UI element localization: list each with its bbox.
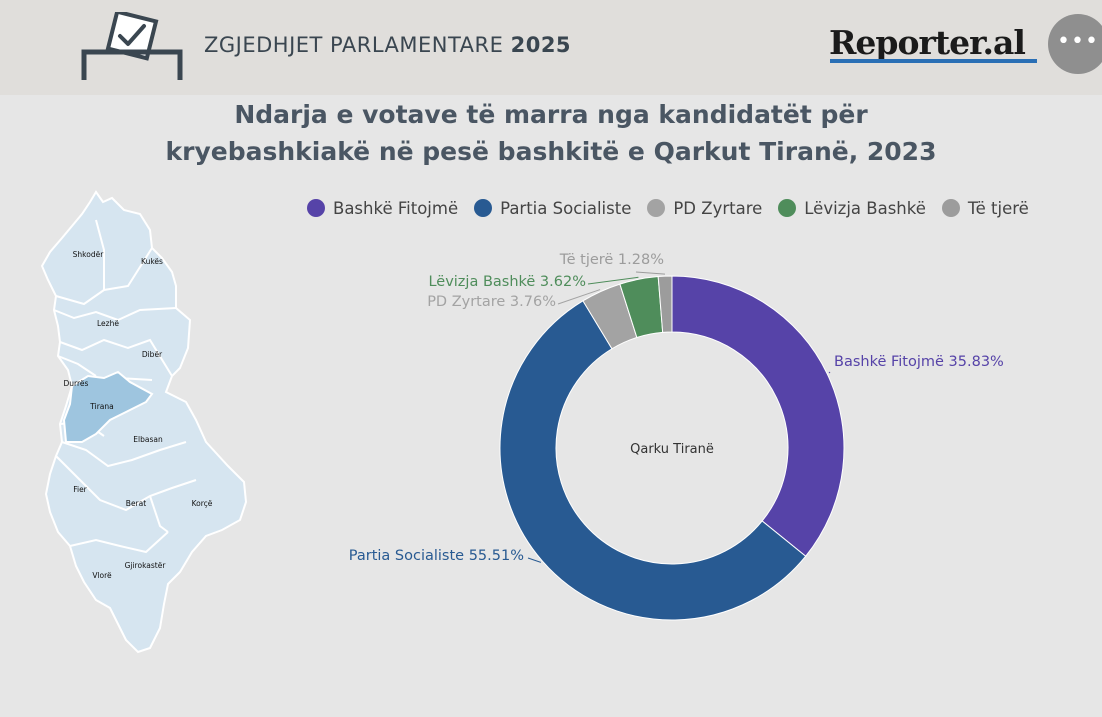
- donut-chart: Bashkë Fitojmë 35.83% Partia Socialiste 5…: [349, 252, 1004, 621]
- legend-label: PD Zyrtare: [673, 198, 763, 218]
- data-label: Të tjerë 1.28%: [559, 252, 664, 268]
- donut-slice[interactable]: [657, 275, 673, 333]
- leader-line: [828, 371, 831, 374]
- map-region-label: Gjirokastër: [125, 561, 167, 570]
- legend-item[interactable]: Partia Socialiste: [474, 199, 631, 218]
- map-region-label: Fier: [73, 485, 87, 494]
- map-region-label: Shkodër: [73, 250, 105, 259]
- more-options-button[interactable]: •••: [1048, 14, 1102, 74]
- chart-title-line-1: Ndarja e votave të marra nga kandidatët …: [234, 100, 868, 129]
- header: ZGJEDHJET PARLAMENTARE 2025 Reporter.al …: [0, 0, 1102, 95]
- map-region-label: Dibër: [142, 350, 163, 359]
- map-region-label: Korçë: [192, 499, 213, 508]
- albania-map: Shkodër Kukës Lezhë Dibër Durrës Tirana Elbasa…: [40, 190, 248, 654]
- legend-item[interactable]: Bashkë Fitojmë: [307, 199, 458, 218]
- legend-item[interactable]: PD Zyrtare: [647, 199, 762, 218]
- legend-label: Partia Socialiste: [500, 198, 632, 218]
- map-region-label: Berat: [126, 499, 146, 508]
- reporter-logo[interactable]: Reporter.al: [829, 23, 1026, 62]
- map-region-label: Lezhë: [97, 319, 119, 328]
- map-region-border: [69, 531, 169, 554]
- map-region-border: [95, 219, 105, 290]
- map-region-border: [57, 355, 97, 377]
- map-region-label: Kukës: [141, 257, 163, 266]
- legend-swatch: [474, 199, 493, 217]
- legend-swatch: [778, 199, 797, 217]
- legend-label: Të tjerë: [967, 198, 1029, 218]
- chart-legend: Bashkë Fitojmë Partia Socialiste PD Zyrtar…: [307, 196, 1045, 220]
- legend-item[interactable]: Të tjerë: [941, 198, 1029, 218]
- donut-slice[interactable]: [671, 275, 845, 557]
- donut-slice[interactable]: [499, 300, 807, 621]
- leader-line: [587, 276, 639, 285]
- map-region-label: Durrës: [64, 379, 89, 388]
- map-region-label: Elbasan: [133, 435, 163, 444]
- data-label: PD Zyrtare 3.76%: [427, 294, 556, 310]
- map-region-highlighted[interactable]: [62, 370, 154, 443]
- map-country-outline: [40, 190, 248, 654]
- data-label: Lëvizja Bashkë 3.62%: [428, 274, 586, 290]
- leader-line: [557, 289, 601, 305]
- map-region-border: [53, 307, 177, 322]
- map-region-label: Tirana: [89, 402, 113, 411]
- chart-title-line-2: kryebashkiakë në pesë bashkitë e Qarkut …: [165, 137, 937, 166]
- legend-swatch: [647, 199, 666, 217]
- donut-center-label: Qarku Tiranë: [630, 442, 714, 457]
- map-region-border: [149, 495, 169, 533]
- data-label: Bashkë Fitojmë 35.83%: [834, 354, 1004, 370]
- map-region-border: [55, 455, 197, 512]
- header-title: ZGJEDHJET PARLAMENTARE 2025: [204, 33, 572, 57]
- map-region-label: Vlorë: [92, 571, 112, 580]
- leader-line: [635, 271, 666, 275]
- logo-underline: [830, 59, 1037, 63]
- map-region-border: [59, 338, 173, 377]
- legend-item[interactable]: Lëvizja Bashkë: [778, 199, 926, 218]
- map-region-border: [61, 441, 187, 468]
- data-label: Partia Socialiste 55.51%: [349, 548, 524, 564]
- legend-swatch: [941, 199, 960, 217]
- legend-label: Lëvizja Bashkë: [804, 198, 926, 218]
- ballot-box-icon: [81, 12, 183, 80]
- leader-line: [527, 557, 542, 563]
- legend-label: Bashkë Fitojmë: [333, 198, 459, 218]
- legend-swatch: [307, 199, 325, 217]
- chart-title: Ndarja e votave të marra nga kandidatët …: [0, 96, 1102, 170]
